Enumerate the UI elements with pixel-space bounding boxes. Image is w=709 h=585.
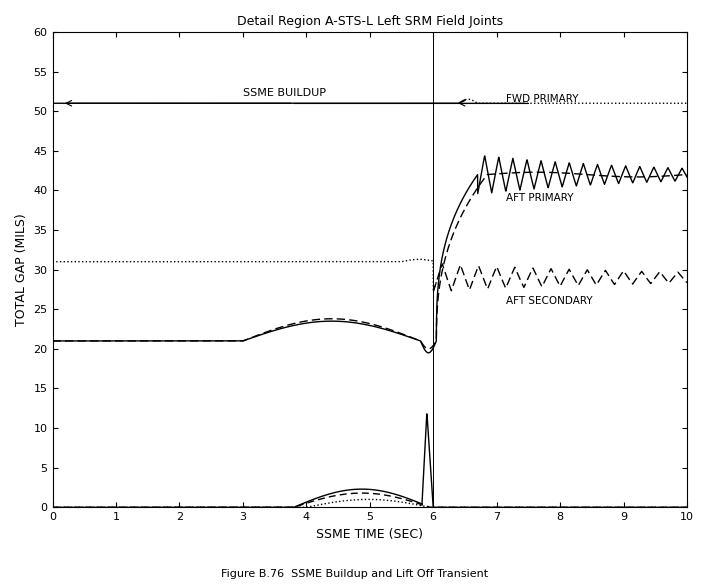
Y-axis label: TOTAL GAP (MILS): TOTAL GAP (MILS) [15,214,28,326]
Text: AFT SECONDARY: AFT SECONDARY [506,297,593,307]
Text: AFT PRIMARY: AFT PRIMARY [506,193,574,204]
X-axis label: SSME TIME (SEC): SSME TIME (SEC) [316,528,423,541]
Text: SSME BUILDUP: SSME BUILDUP [243,88,326,98]
Title: Detail Region A-STS-L Left SRM Field Joints: Detail Region A-STS-L Left SRM Field Joi… [237,15,503,28]
Text: Figure B.76  SSME Buildup and Lift Off Transient: Figure B.76 SSME Buildup and Lift Off Tr… [221,569,488,579]
Text: FWD PRIMARY: FWD PRIMARY [506,94,579,104]
